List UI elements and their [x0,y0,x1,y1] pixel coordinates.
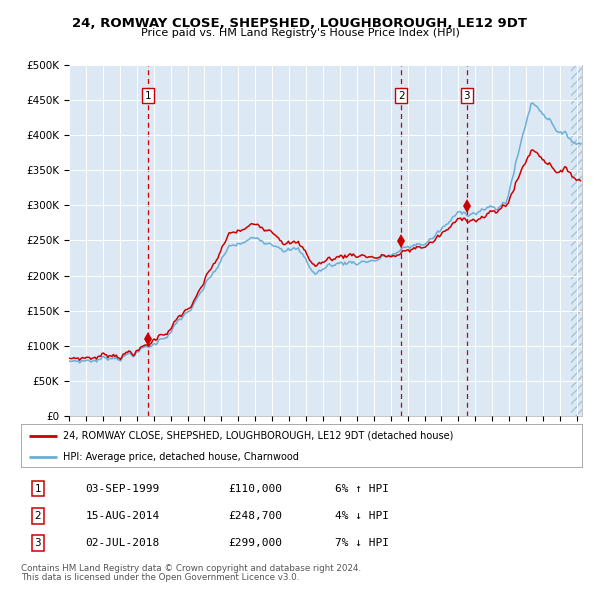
Text: £110,000: £110,000 [229,484,283,493]
Text: £248,700: £248,700 [229,511,283,521]
Text: 15-AUG-2014: 15-AUG-2014 [86,511,160,521]
Text: Price paid vs. HM Land Registry's House Price Index (HPI): Price paid vs. HM Land Registry's House … [140,28,460,38]
Text: This data is licensed under the Open Government Licence v3.0.: This data is licensed under the Open Gov… [21,573,299,582]
Text: 1: 1 [35,484,41,493]
Text: 2: 2 [398,91,404,101]
Text: 1: 1 [145,91,151,101]
Text: 4% ↓ HPI: 4% ↓ HPI [335,511,389,521]
Text: Contains HM Land Registry data © Crown copyright and database right 2024.: Contains HM Land Registry data © Crown c… [21,564,361,573]
Text: 03-SEP-1999: 03-SEP-1999 [86,484,160,493]
Text: 24, ROMWAY CLOSE, SHEPSHED, LOUGHBOROUGH, LE12 9DT: 24, ROMWAY CLOSE, SHEPSHED, LOUGHBOROUGH… [73,17,527,30]
Text: 7% ↓ HPI: 7% ↓ HPI [335,539,389,548]
Text: 3: 3 [464,91,470,101]
Text: HPI: Average price, detached house, Charnwood: HPI: Average price, detached house, Char… [63,453,299,463]
Text: 2: 2 [35,511,41,521]
Text: 3: 3 [35,539,41,548]
Text: 24, ROMWAY CLOSE, SHEPSHED, LOUGHBOROUGH, LE12 9DT (detached house): 24, ROMWAY CLOSE, SHEPSHED, LOUGHBOROUGH… [63,431,454,441]
Text: £299,000: £299,000 [229,539,283,548]
Text: 6% ↑ HPI: 6% ↑ HPI [335,484,389,493]
Text: 02-JUL-2018: 02-JUL-2018 [86,539,160,548]
